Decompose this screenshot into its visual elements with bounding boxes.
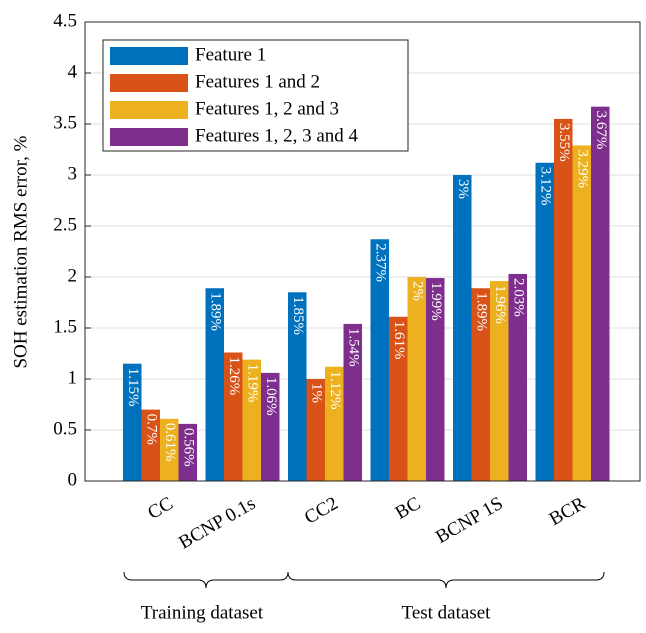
y-tick-label: 2.5	[53, 214, 77, 235]
x-tick-label: BCNP 1S	[432, 493, 506, 548]
value-label: 2%	[409, 281, 425, 301]
value-label: 3.12%	[537, 167, 553, 206]
value-label: 1.15%	[125, 368, 141, 407]
bar	[535, 162, 554, 481]
bar	[407, 277, 426, 481]
value-label: 1.54%	[345, 328, 361, 367]
value-label: 1.06%	[263, 377, 279, 416]
y-tick-label: 4.5	[53, 10, 77, 31]
value-label: 3.55%	[556, 123, 572, 162]
axes-box	[84, 21, 641, 482]
bar	[224, 352, 243, 481]
group-label: Training dataset	[141, 602, 264, 623]
bar	[141, 409, 160, 481]
bar	[370, 239, 389, 481]
bar	[426, 278, 445, 481]
x-tick-label: CC	[144, 493, 176, 524]
y-tick-label: 4	[68, 61, 78, 82]
group-label: Test dataset	[402, 602, 492, 623]
bar	[453, 175, 472, 481]
legend-swatch	[110, 74, 188, 92]
legend-swatch	[110, 128, 188, 146]
value-label: 1.85%	[290, 296, 306, 335]
y-tick-label: 1.5	[53, 316, 77, 337]
value-label: 0.7%	[143, 414, 159, 445]
value-label: 3.29%	[574, 149, 590, 188]
bar	[306, 379, 325, 481]
bar	[471, 288, 490, 481]
bar	[160, 418, 179, 481]
brace	[287, 571, 605, 589]
value-label: 1.61%	[391, 321, 407, 360]
bar	[205, 288, 224, 481]
x-tick-label: CC2	[301, 493, 342, 529]
value-label: 1.26%	[226, 356, 242, 395]
bar	[325, 366, 344, 481]
x-tick-label: BCR	[546, 493, 590, 530]
value-label: 1.89%	[207, 292, 223, 331]
value-label: 1.99%	[428, 282, 444, 321]
legend-swatch	[110, 47, 188, 65]
bar	[572, 145, 591, 482]
bar	[591, 106, 610, 481]
value-label: 3.67%	[593, 111, 609, 150]
value-label: 1.89%	[473, 292, 489, 331]
bar	[508, 273, 527, 481]
bar	[554, 118, 573, 482]
y-axis-label: SOH estimation RMS error, %	[10, 135, 31, 368]
legend-label: Feature 1	[195, 44, 266, 65]
y-tick-label: 0	[68, 469, 78, 490]
legend-label: Features 1, 2 and 3	[195, 98, 339, 119]
value-label: 1%	[308, 383, 324, 403]
x-tick-label: BC	[392, 493, 424, 524]
y-tick-label: 3	[68, 163, 78, 184]
bar	[261, 372, 280, 481]
bar	[178, 423, 197, 481]
bar	[490, 281, 509, 481]
legend-swatch	[110, 101, 188, 119]
value-label: 2.03%	[510, 278, 526, 317]
brace	[123, 571, 289, 589]
value-label: 1.19%	[244, 364, 260, 403]
bar	[123, 363, 142, 481]
bar	[242, 359, 261, 481]
legend-label: Features 1 and 2	[195, 71, 320, 92]
legend-label: Features 1, 2, 3 and 4	[195, 125, 359, 146]
bar	[288, 292, 307, 481]
y-tick-label: 2	[68, 265, 78, 286]
y-tick-label: 1	[68, 367, 78, 388]
y-tick-label: 3.5	[53, 112, 77, 133]
x-tick-label: BCNP 0.1s	[175, 493, 259, 554]
value-label: 0.61%	[162, 423, 178, 462]
value-label: 2.37%	[372, 243, 388, 282]
bar	[343, 323, 362, 481]
bar	[389, 316, 408, 481]
value-label: 3%	[455, 179, 471, 199]
y-tick-label: 0.5	[53, 418, 77, 439]
value-label: 1.96%	[492, 285, 508, 324]
value-label: 1.12%	[327, 371, 343, 410]
value-label: 0.56%	[180, 428, 196, 467]
